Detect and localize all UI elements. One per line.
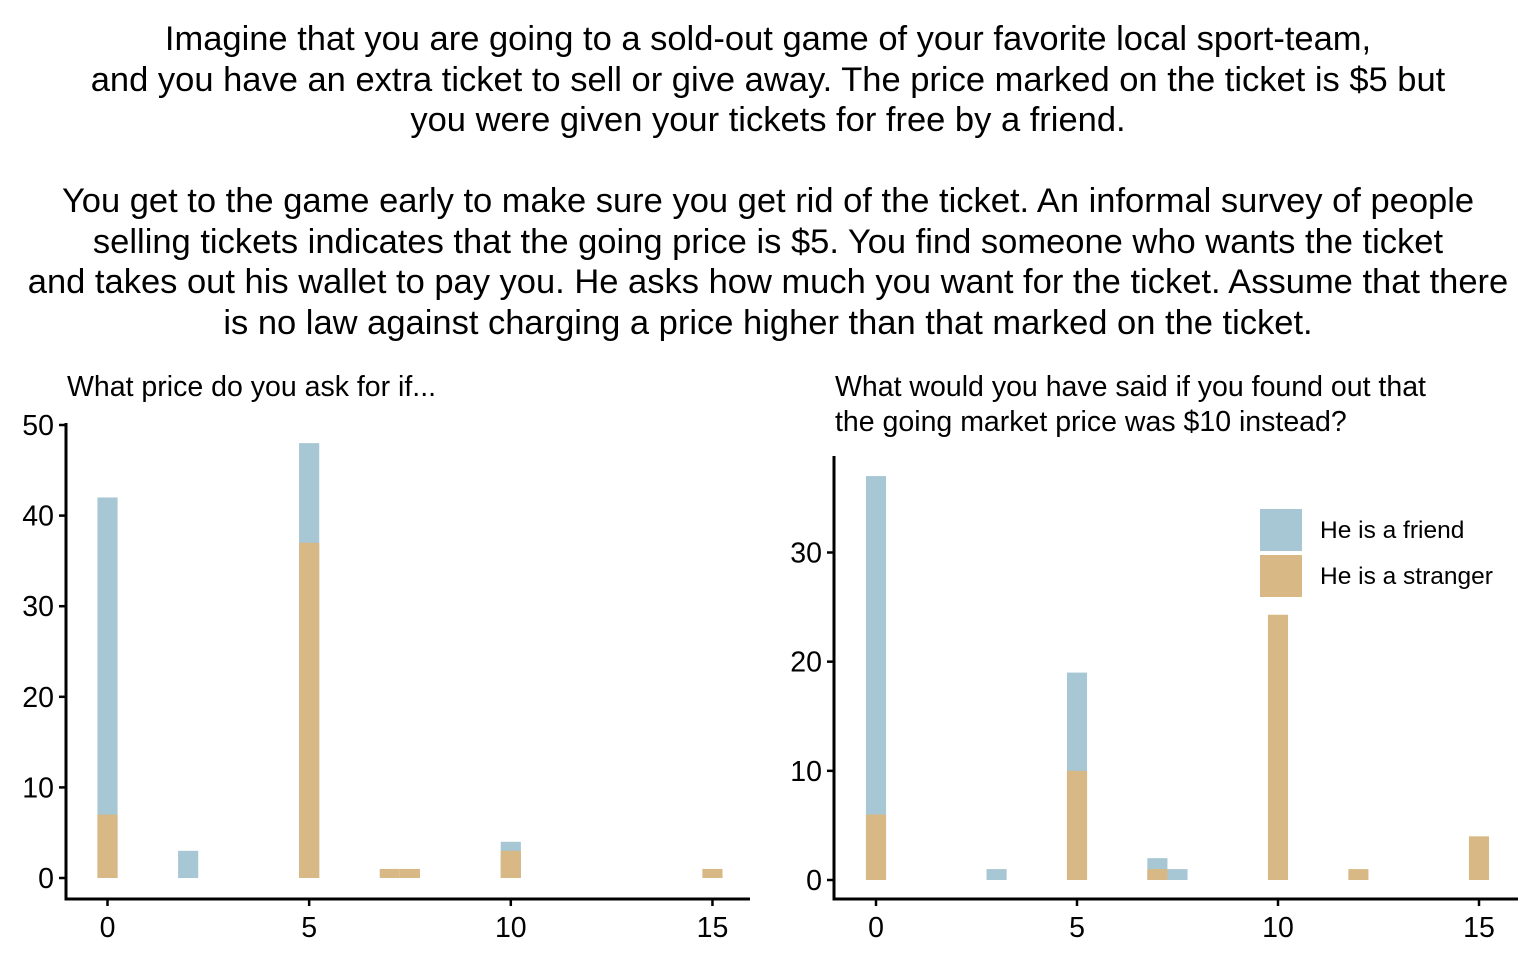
histogram-bar xyxy=(702,868,723,878)
histogram-bar xyxy=(1468,836,1490,880)
scenario-line: Imagine that you are going to a sold-out… xyxy=(164,20,1372,58)
histogram-bar xyxy=(178,850,199,878)
scenario-line: You get to the game early to make sure y… xyxy=(61,182,1475,220)
panel-title-line: What price do you ask for if... xyxy=(67,371,437,403)
x-tick-label: 10 xyxy=(495,912,527,944)
scenario-line: is no law against charging a price highe… xyxy=(223,303,1313,342)
x-tick-label: 15 xyxy=(697,912,729,944)
histogram-bar xyxy=(865,476,887,880)
histogram-bar xyxy=(865,814,887,880)
y-tick-label: 20 xyxy=(790,647,822,679)
histogram-bar xyxy=(97,814,118,878)
y-tick-label: 30 xyxy=(22,591,54,623)
histogram-bar xyxy=(1167,869,1188,880)
y-tick-label: 40 xyxy=(22,501,54,533)
scenario-paragraph-1: Imagine that you are going to a sold-out… xyxy=(0,19,1536,141)
scenario-paragraph-2: You get to the game early to make sure y… xyxy=(0,181,1536,343)
legend-label: He is a stranger xyxy=(1320,563,1493,590)
legend-swatch xyxy=(1260,555,1302,597)
histogram-bar xyxy=(986,869,1007,880)
x-tick-label: 10 xyxy=(1262,912,1294,944)
panel-title-line: the going market price was $10 instead? xyxy=(835,406,1347,438)
histogram-bar xyxy=(1348,869,1369,880)
left-histogram: 0 10 20 30 40 50 0 5 10 15 xyxy=(22,410,750,944)
scenario-line: you were given your tickets for free by … xyxy=(410,101,1126,139)
scenario-line: and takes out his wallet to pay you. He … xyxy=(27,263,1509,301)
left-panel-title: What price do you ask for if... xyxy=(67,370,436,405)
y-tick-label: 50 xyxy=(22,410,54,442)
legend-swatch xyxy=(1260,509,1302,551)
y-tick-label: 0 xyxy=(38,863,54,895)
x-tick-label: 5 xyxy=(1069,912,1085,944)
scenario-line: selling tickets indicates that the going… xyxy=(92,222,1444,261)
histogram-bar xyxy=(379,868,400,878)
histogram-bar xyxy=(399,868,421,878)
right-histogram: 0 10 20 30 0 5 10 15 He is a friend He is a stran… xyxy=(790,456,1518,944)
histogram-bar xyxy=(1267,614,1289,880)
x-tick-label: 0 xyxy=(868,912,884,944)
histogram-bar xyxy=(1147,869,1168,880)
legend-label: He is a friend xyxy=(1320,517,1464,544)
y-tick-label: 0 xyxy=(806,865,822,897)
scenario-line: and you have an extra ticket to sell or … xyxy=(90,60,1446,99)
y-tick-label: 30 xyxy=(790,538,822,570)
y-tick-label: 10 xyxy=(790,756,822,788)
histogram-bar xyxy=(1066,770,1088,880)
histogram-bar xyxy=(500,850,521,878)
x-tick-label: 5 xyxy=(301,912,317,944)
right-panel-title: What would you have said if you found ou… xyxy=(835,370,1426,440)
histogram-bar xyxy=(97,497,118,878)
x-tick-label: 15 xyxy=(1463,912,1495,944)
panel-title-line: What would you have said if you found ou… xyxy=(835,371,1426,403)
y-tick-label: 10 xyxy=(22,772,54,804)
histogram-bar xyxy=(299,542,320,878)
y-tick-label: 20 xyxy=(22,682,54,714)
x-tick-label: 0 xyxy=(100,912,116,944)
